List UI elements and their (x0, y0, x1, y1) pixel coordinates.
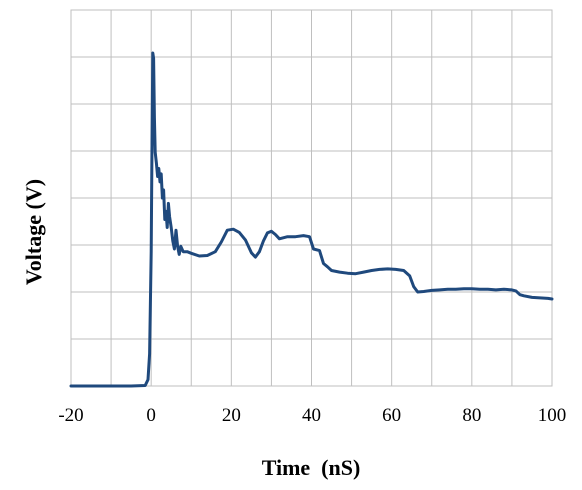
x-tick-label: 20 (222, 405, 241, 426)
x-tick-label: -20 (58, 405, 83, 426)
x-tick-label: 80 (462, 405, 481, 426)
x-tick-label: 0 (146, 405, 156, 426)
x-tick-label: 100 (538, 405, 567, 426)
x-tick-label: 40 (302, 405, 321, 426)
x-axis-tick-labels: -20 0 20 40 60 80 100 (58, 405, 566, 426)
series-layer (69, 51, 554, 388)
y-axis-title: Voltage (V) (21, 179, 46, 285)
x-tick-label: 60 (382, 405, 401, 426)
x-axis-title: Time (nS) (262, 455, 361, 480)
voltage-series-line (69, 51, 554, 388)
